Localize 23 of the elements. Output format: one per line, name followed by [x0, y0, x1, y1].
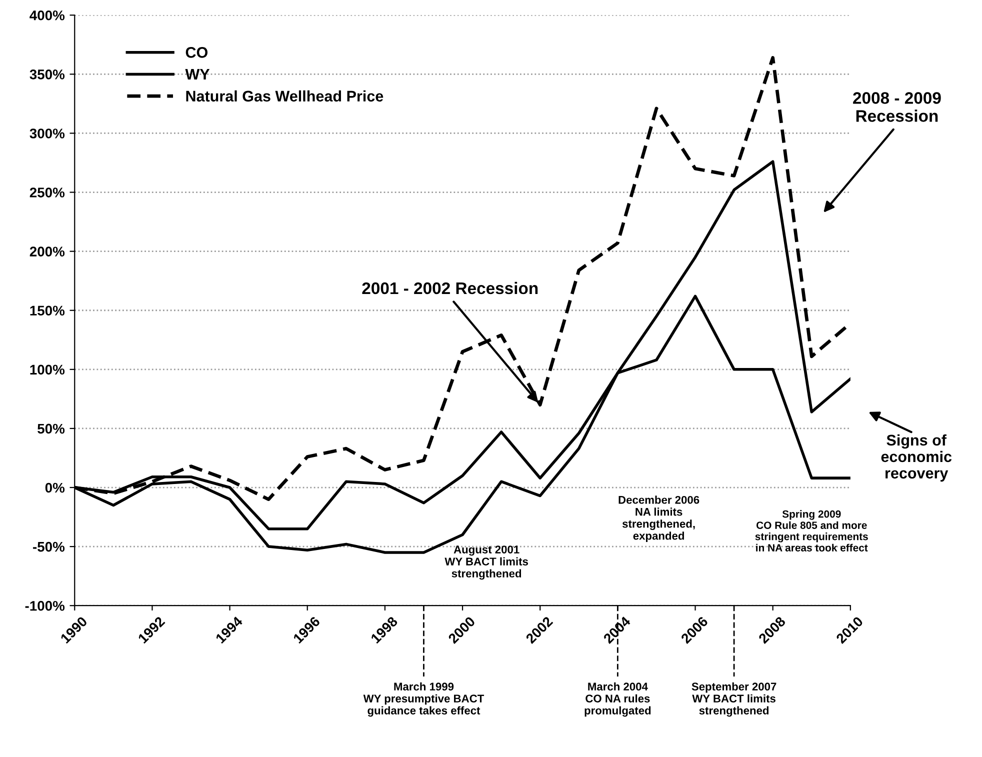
y-tick-label: 350% — [30, 70, 65, 80]
y-tick-label: -50% — [33, 542, 65, 552]
y-tick-label: 150% — [30, 306, 65, 316]
ref-line-label: September 2007 WY BACT limits strengthened — [692, 682, 776, 717]
y-tick-label: -100% — [25, 600, 65, 611]
ref-line-label: March 2004 CO NA rules promulgated — [584, 682, 651, 717]
annotation: December 2006 NA limits strengthened, expanded — [618, 496, 700, 542]
text: Signs of economic recovery — [881, 434, 952, 482]
ref-line-label: March 1999 WY presumptive BACT guidance takes effect — [363, 682, 484, 717]
annotation: 2001 - 2002 Recession — [362, 282, 538, 294]
y-tick-label: 50% — [38, 424, 65, 434]
legend-label: Natural Gas Wellhead Price — [186, 90, 384, 102]
y-tick-label: 250% — [30, 188, 65, 198]
y-tick-label: 0% — [45, 482, 65, 493]
legend-label: WY — [185, 69, 210, 80]
legend-label: CO — [186, 47, 208, 58]
text: 2008 - 2009 Recession — [853, 92, 941, 122]
y-tick-label: 300% — [30, 128, 65, 138]
y-tick-label: 200% — [30, 246, 65, 256]
annotation: August 2001 WY BACT limits strengthened — [444, 546, 528, 580]
y-tick-label: 400% — [30, 10, 65, 20]
annotation: Spring 2009 CO Rule 805 and more stringent requirements in NA areas took effect — [755, 510, 868, 552]
y-tick-label: 100% — [30, 364, 65, 375]
